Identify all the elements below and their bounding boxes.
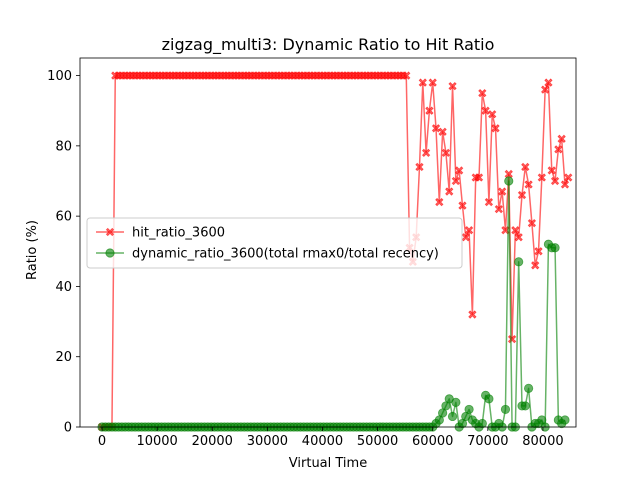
data-point (402, 71, 411, 80)
data-point (491, 124, 500, 133)
x-axis: 0 10000 20000 30000 40000 50000 60000 70000 8000… (98, 427, 564, 449)
data-point (421, 148, 431, 158)
chart-title: zigzag_multi3: Dynamic Ratio to Hit Rati… (162, 35, 495, 55)
data-point (544, 78, 553, 87)
data-point (435, 197, 444, 207)
data-point (464, 226, 474, 235)
data-point (521, 162, 530, 172)
data-point (468, 310, 477, 319)
legend-item: dynamic_ratio_3600(total rmax0/total rec… (96, 247, 439, 262)
legend-marker (105, 227, 115, 237)
data-point (477, 418, 487, 429)
data-point (448, 81, 457, 91)
data-point (560, 415, 570, 425)
data-point (484, 394, 494, 404)
legend-label: dynamic_ratio_3600(total rmax0/total rec… (132, 247, 439, 262)
data-point (531, 261, 540, 270)
axes-frame (79, 57, 577, 428)
data-point (524, 383, 534, 393)
data-point (554, 145, 563, 154)
data-point (484, 197, 494, 207)
data-point (497, 187, 507, 196)
data-point (517, 190, 527, 200)
x-tick-label: 10000 (136, 434, 177, 449)
data-point (511, 226, 520, 235)
data-point (550, 243, 560, 253)
data-point (537, 173, 546, 182)
data-point (464, 404, 474, 415)
data-point (441, 148, 451, 158)
data-point (560, 180, 570, 189)
legend-label: hit_ratio_3600 (132, 226, 225, 241)
data-point (520, 401, 530, 411)
y-tick-label: 0 (64, 421, 72, 436)
data-point (514, 233, 523, 242)
x-tick-label: 50000 (357, 434, 398, 449)
data-point (488, 110, 497, 119)
data-point (451, 176, 461, 186)
x-axis-title: Virtual Time (289, 456, 367, 471)
y-axis-title: Ratio (%) (25, 220, 40, 280)
x-tick-label: 20000 (192, 434, 233, 449)
x-tick-label: 40000 (302, 434, 343, 449)
data-point (557, 134, 566, 143)
data-point (514, 257, 524, 267)
data-point (540, 85, 550, 94)
data-point (454, 166, 464, 175)
data-point (524, 180, 533, 189)
x-tick-label: 0 (98, 434, 106, 449)
data-point (474, 173, 484, 182)
data-point (547, 166, 556, 175)
x-tick-label: 70000 (467, 434, 508, 449)
data-point (447, 411, 458, 422)
legend-item: hit_ratio_3600 (96, 226, 225, 241)
y-tick-label: 80 (55, 139, 72, 154)
data-point (550, 176, 560, 186)
data-point (504, 176, 514, 186)
y-axis: 0 20 40 60 80 100 (47, 69, 80, 436)
legend-box (86, 217, 463, 269)
x-tick-label: 60000 (412, 434, 453, 449)
legend-marker (105, 248, 115, 258)
data-point (445, 187, 454, 196)
data-point (428, 78, 437, 87)
data-point (438, 127, 447, 136)
data-point (504, 169, 513, 179)
y-tick-label: 100 (47, 69, 72, 84)
data-point (527, 219, 537, 228)
legend: hit_ratio_3600 dynamic_ratio_3600(total r… (86, 217, 463, 269)
y-tick-label: 40 (55, 280, 72, 295)
data-point (418, 78, 427, 87)
y-tick-label: 20 (55, 350, 72, 365)
y-tick-label: 60 (55, 210, 72, 225)
data-point (494, 204, 504, 214)
data-point (478, 88, 487, 98)
data-point (564, 173, 573, 182)
data-point (415, 162, 424, 172)
data-point (425, 106, 434, 115)
data-point (458, 201, 467, 210)
data-point (500, 404, 511, 415)
x-tick-label: 80000 (522, 434, 563, 449)
x-tick-label: 30000 (247, 434, 288, 449)
data-point (451, 397, 461, 407)
data-point (534, 247, 543, 256)
